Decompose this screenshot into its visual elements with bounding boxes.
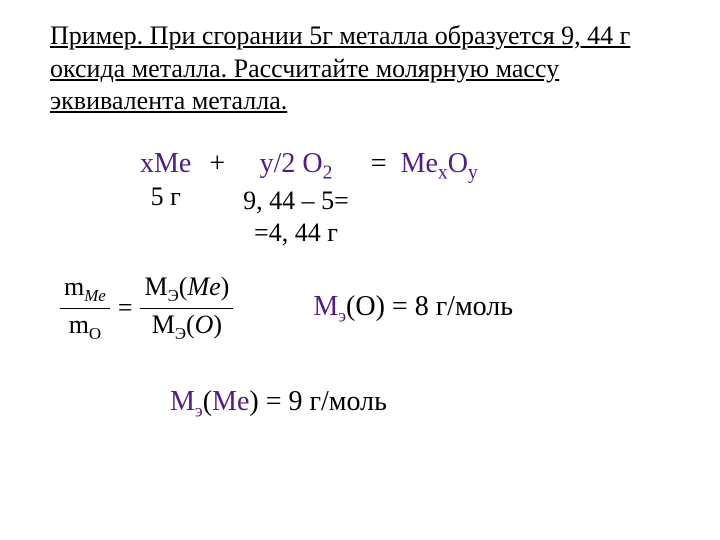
o-arg-txt: O	[195, 310, 214, 339]
o-sub: 2	[323, 162, 333, 183]
prod-x: x	[438, 162, 448, 183]
big-m-o: M	[152, 310, 175, 339]
m-me-sub: Me	[84, 286, 106, 305]
big-m-me: M	[144, 272, 167, 301]
problem-statement: Пример. При сгорании 5г металла образует…	[50, 20, 680, 118]
ratio-row: mMe mO = MЭ(Me) MЭ(O) Мэ(O) = 8 г/моль	[60, 273, 680, 344]
prod-y: y	[468, 162, 478, 183]
o-close: )	[213, 310, 222, 339]
plus-sign: +	[191, 148, 243, 180]
equals-sign: =	[349, 148, 401, 180]
me-arg-txt: Me	[187, 272, 220, 301]
res-me-sym: Me	[212, 386, 249, 417]
res-o-arg: (O) = 8 г/моль	[346, 291, 513, 322]
prod-o: O	[448, 148, 468, 179]
o-open: (	[186, 310, 195, 339]
e-sub-2: Э	[175, 324, 186, 343]
reaction-equation: xMe 5 г + y/2 O2 9, 44 – 5= =4, 44 г = M…	[140, 148, 680, 249]
res-me-open: (	[203, 386, 212, 417]
prod-me: Me	[401, 148, 438, 179]
res-me-M: М	[170, 386, 195, 417]
res-me-e: э	[195, 400, 203, 420]
result-oxygen: Мэ(O) = 8 г/моль	[313, 291, 513, 327]
res-o-e: э	[338, 305, 346, 325]
o-mass-calc1: 9, 44 – 5=	[243, 186, 349, 216]
m-me: m	[64, 272, 84, 301]
mass-ratio-formula: mMe mO = MЭ(Me) MЭ(O)	[60, 273, 233, 344]
o-mass-calc2: =4, 44 г	[243, 218, 349, 248]
me-close: )	[221, 272, 230, 301]
res-me-rest: ) = 9 г/моль	[249, 386, 386, 417]
e-sub-1: Э	[168, 286, 179, 305]
result-metal: Мэ(Me) = 9 г/моль	[170, 386, 680, 422]
me-coeff: x	[140, 148, 154, 179]
me-symbol: Me	[154, 148, 191, 179]
o-term: y/2 O	[260, 148, 323, 179]
res-o-M: М	[313, 291, 338, 322]
m-o-sub: O	[89, 324, 101, 343]
m-o: m	[69, 310, 89, 339]
ratio-eq: =	[110, 293, 141, 323]
me-mass: 5 г	[140, 182, 191, 212]
